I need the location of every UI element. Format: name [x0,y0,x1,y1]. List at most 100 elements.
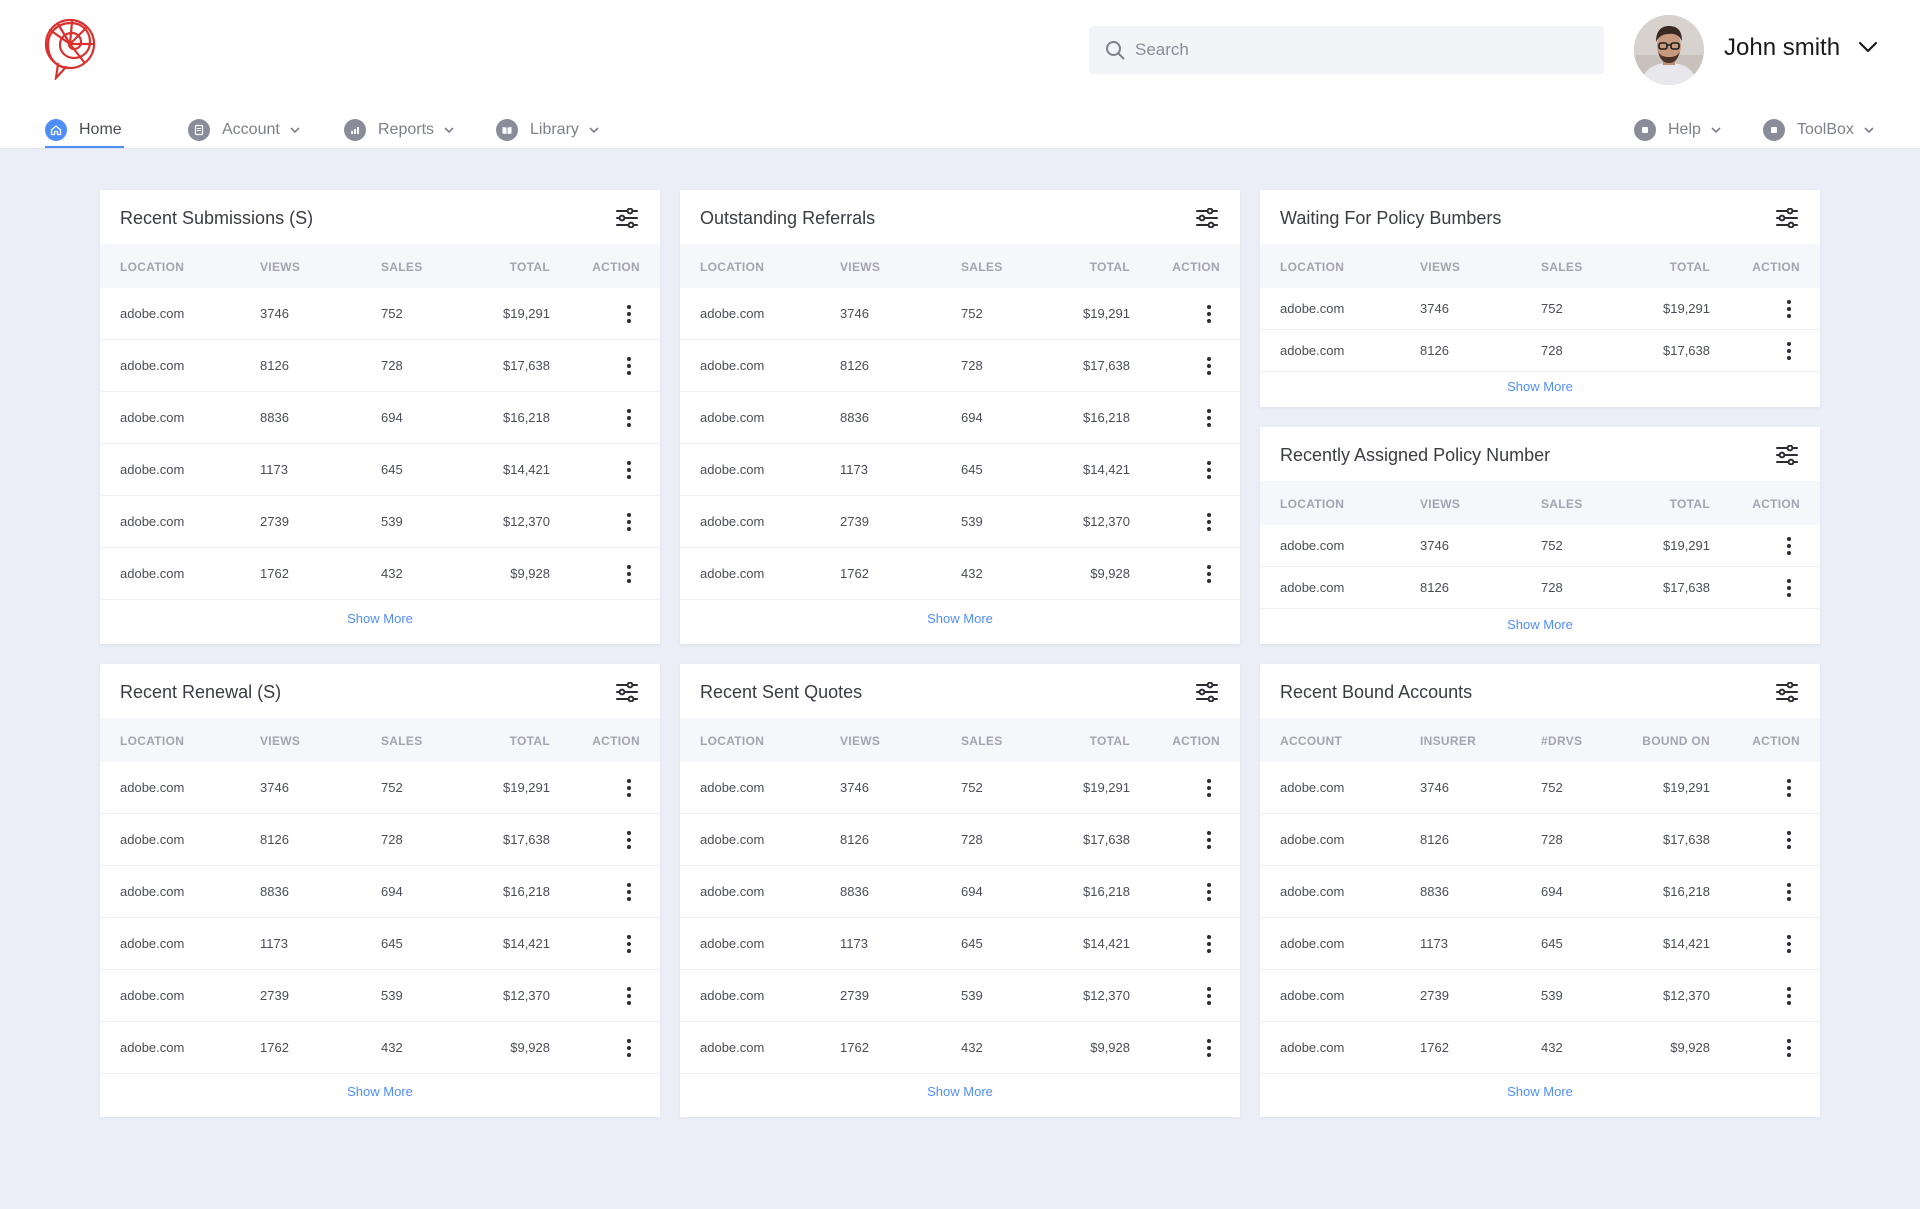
column-header[interactable]: LOCATION [700,734,765,748]
search-input[interactable] [1135,40,1575,60]
table-row[interactable]: adobe.com 3746 752 $19,291 [1260,288,1820,330]
column-header[interactable]: SALES [1541,497,1583,511]
column-header[interactable]: LOCATION [1280,497,1345,511]
table-row[interactable]: adobe.com 2739 539 $12,370 [680,970,1240,1022]
row-actions-kebab-icon[interactable] [627,1039,631,1060]
show-more-link[interactable]: Show More [1507,617,1573,632]
row-actions-kebab-icon[interactable] [627,935,631,956]
filter-settings-icon[interactable] [1196,207,1218,233]
column-header[interactable]: VIEWS [840,260,881,274]
column-header[interactable]: TOTAL [509,734,550,748]
column-header[interactable]: VIEWS [260,734,301,748]
column-header[interactable]: VIEWS [1420,260,1461,274]
column-header[interactable]: VIEWS [840,734,881,748]
table-row[interactable]: adobe.com 3746 752 $19,291 [680,762,1240,814]
user-name[interactable]: John smith [1724,34,1841,61]
row-actions-kebab-icon[interactable] [1207,513,1211,534]
table-row[interactable]: adobe.com 2739 539 $12,370 [100,970,660,1022]
nav-item-account[interactable]: Account [188,110,300,150]
table-row[interactable]: adobe.com 1173 645 $14,421 [680,918,1240,970]
table-row[interactable]: adobe.com 8126 728 $17,638 [1260,814,1820,866]
column-header[interactable]: TOTAL [509,260,550,274]
column-header[interactable]: SALES [381,260,423,274]
row-actions-kebab-icon[interactable] [1207,883,1211,904]
filter-settings-icon[interactable] [1776,444,1798,470]
table-row[interactable]: adobe.com 1173 645 $14,421 [680,444,1240,496]
row-actions-kebab-icon[interactable] [1207,565,1211,586]
table-row[interactable]: adobe.com 3746 752 $19,291 [100,762,660,814]
row-actions-kebab-icon[interactable] [627,409,631,430]
column-header[interactable]: INSURER [1420,734,1477,748]
show-more-link[interactable]: Show More [347,611,413,626]
row-actions-kebab-icon[interactable] [627,513,631,534]
row-actions-kebab-icon[interactable] [627,987,631,1008]
table-row[interactable]: adobe.com 3746 752 $19,291 [680,288,1240,340]
row-actions-kebab-icon[interactable] [1787,300,1791,321]
column-header[interactable]: VIEWS [1420,497,1461,511]
row-actions-kebab-icon[interactable] [1787,883,1791,904]
row-actions-kebab-icon[interactable] [627,357,631,378]
nav-item-reports[interactable]: Reports [344,110,454,150]
nav-item-help[interactable]: Help [1634,110,1721,150]
row-actions-kebab-icon[interactable] [627,565,631,586]
table-row[interactable]: adobe.com 8126 728 $17,638 [680,814,1240,866]
filter-settings-icon[interactable] [616,207,638,233]
column-header[interactable]: SALES [961,260,1003,274]
nav-item-toolbox[interactable]: ToolBox [1763,110,1874,150]
column-header[interactable]: LOCATION [120,260,185,274]
table-row[interactable]: adobe.com 1762 432 $9,928 [680,1022,1240,1074]
table-row[interactable]: adobe.com 8126 728 $17,638 [100,340,660,392]
table-row[interactable]: adobe.com 3746 752 $19,291 [1260,525,1820,567]
table-row[interactable]: adobe.com 2739 539 $12,370 [680,496,1240,548]
table-row[interactable]: adobe.com 3746 752 $19,291 [1260,762,1820,814]
table-row[interactable]: adobe.com 8836 694 $16,218 [100,866,660,918]
table-row[interactable]: adobe.com 2739 539 $12,370 [1260,970,1820,1022]
table-row[interactable]: adobe.com 1762 432 $9,928 [680,548,1240,600]
row-actions-kebab-icon[interactable] [1787,537,1791,558]
table-row[interactable]: adobe.com 8836 694 $16,218 [680,866,1240,918]
table-row[interactable]: adobe.com 1173 645 $14,421 [100,918,660,970]
row-actions-kebab-icon[interactable] [627,779,631,800]
table-row[interactable]: adobe.com 8126 728 $17,638 [1260,330,1820,372]
show-more-link[interactable]: Show More [347,1084,413,1099]
filter-settings-icon[interactable] [1776,681,1798,707]
table-row[interactable]: adobe.com 1762 432 $9,928 [100,548,660,600]
filter-settings-icon[interactable] [1196,681,1218,707]
column-header[interactable]: SALES [381,734,423,748]
show-more-link[interactable]: Show More [927,1084,993,1099]
table-row[interactable]: adobe.com 2739 539 $12,370 [100,496,660,548]
filter-settings-icon[interactable] [1776,207,1798,233]
row-actions-kebab-icon[interactable] [1207,409,1211,430]
table-row[interactable]: adobe.com 3746 752 $19,291 [100,288,660,340]
table-row[interactable]: adobe.com 8126 728 $17,638 [1260,567,1820,609]
table-row[interactable]: adobe.com 8126 728 $17,638 [100,814,660,866]
row-actions-kebab-icon[interactable] [1787,342,1791,363]
nav-item-library[interactable]: Library [496,110,599,150]
row-actions-kebab-icon[interactable] [627,883,631,904]
table-row[interactable]: adobe.com 1173 645 $14,421 [100,444,660,496]
show-more-link[interactable]: Show More [927,611,993,626]
table-row[interactable]: adobe.com 8126 728 $17,638 [680,340,1240,392]
row-actions-kebab-icon[interactable] [1787,987,1791,1008]
row-actions-kebab-icon[interactable] [1207,935,1211,956]
row-actions-kebab-icon[interactable] [1787,579,1791,600]
column-header[interactable]: TOTAL [1089,260,1130,274]
row-actions-kebab-icon[interactable] [627,461,631,482]
search-box[interactable] [1089,26,1604,74]
row-actions-kebab-icon[interactable] [1207,357,1211,378]
show-more-link[interactable]: Show More [1507,1084,1573,1099]
nav-item-home[interactable]: Home [45,110,122,150]
column-header[interactable]: ACCOUNT [1280,734,1343,748]
column-header[interactable]: TOTAL [1669,497,1710,511]
column-header[interactable]: SALES [1541,260,1583,274]
table-row[interactable]: adobe.com 1173 645 $14,421 [1260,918,1820,970]
table-row[interactable]: adobe.com 8836 694 $16,218 [1260,866,1820,918]
row-actions-kebab-icon[interactable] [627,831,631,852]
row-actions-kebab-icon[interactable] [1207,831,1211,852]
column-header[interactable]: LOCATION [700,260,765,274]
column-header[interactable]: BOUND ON [1642,734,1710,748]
row-actions-kebab-icon[interactable] [1787,779,1791,800]
row-actions-kebab-icon[interactable] [1207,305,1211,326]
table-row[interactable]: adobe.com 1762 432 $9,928 [100,1022,660,1074]
row-actions-kebab-icon[interactable] [1787,1039,1791,1060]
